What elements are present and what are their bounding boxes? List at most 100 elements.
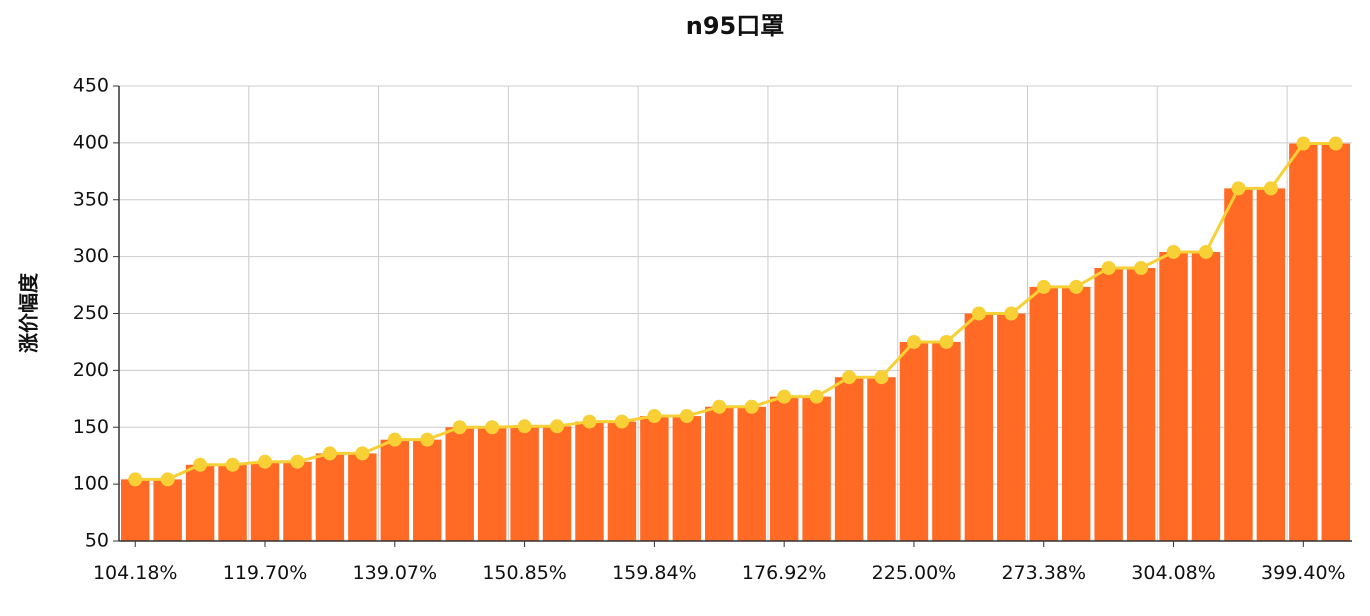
line-point [842,370,857,385]
x-tick-label: 176.92% [742,562,827,584]
bar [997,313,1026,541]
x-tick-label: 104.18% [93,562,178,584]
x-tick-label: 399.40% [1261,562,1346,584]
x-tick-label: 304.08% [1131,562,1216,584]
line-point [1231,181,1246,196]
line-point [712,399,727,414]
bar [121,479,150,541]
bar [1321,143,1350,541]
bar [1256,188,1286,541]
bar [445,427,474,541]
y-axis-title: 涨价幅度 [17,272,41,353]
line-point [485,420,500,435]
y-tick-label: 200 [73,359,109,381]
line-point [614,414,629,429]
bar [185,464,215,541]
line-point [258,454,273,469]
bar [477,427,507,541]
y-tick-label: 450 [73,75,109,97]
x-tick-label: 273.38% [1001,562,1086,584]
line-point [290,454,305,469]
line-point [355,446,370,461]
bar [1126,268,1156,541]
line-point [874,370,889,385]
bar [1061,286,1091,541]
line-point [160,472,175,487]
grid [119,85,1352,542]
bar [380,439,410,541]
series-line [135,142,1336,481]
line-point [128,472,143,487]
y-tick-label: 250 [73,302,109,324]
bar [153,479,182,541]
y-tick-label: 150 [73,416,109,438]
line-point [906,334,921,349]
line-point [517,419,532,434]
y-tick-label: 100 [73,473,109,495]
line-point [193,457,208,472]
bar [1159,251,1188,541]
y-tick-label: 350 [73,188,109,210]
x-tick-label: 119.70% [223,562,308,584]
bar [607,421,637,541]
line-point [1328,136,1343,151]
x-tick-label: 225.00% [872,562,957,584]
line-point [1004,306,1019,321]
line-point [1263,181,1278,196]
bar [413,439,442,541]
line-point [1101,261,1116,275]
bar [834,377,864,541]
bar [315,453,345,541]
bar [1191,251,1221,541]
line-point [939,334,954,349]
y-tick-label: 300 [73,245,109,267]
line-point [647,409,662,424]
line-point [452,420,467,435]
bar [1094,268,1123,541]
line-point [679,409,694,424]
line-point [322,446,337,461]
bar [348,453,377,541]
bar [1029,286,1058,541]
line-point [550,419,565,434]
bar [802,396,831,541]
line-point [1069,279,1084,294]
line-point [809,389,824,404]
bar [899,341,929,541]
bar [575,421,604,541]
bar [510,426,539,541]
line-point [582,414,597,429]
x-tick-label: 159.84% [612,562,697,584]
bar-series [121,143,1350,541]
line-point [1198,244,1213,259]
line-point [1036,279,1051,294]
bar [542,426,572,541]
bar [964,313,994,541]
bar [769,396,799,541]
bar [737,406,766,541]
line-point [1296,136,1311,151]
line-point [1166,244,1181,259]
bar [218,464,247,541]
bar [705,406,734,541]
y-tick-label: 400 [73,131,109,153]
line-point [777,389,792,404]
bar [640,416,669,541]
x-tick-label: 150.85% [482,562,567,584]
bar [283,461,312,541]
bar [672,416,702,541]
line-point [971,306,986,321]
line-series [128,136,1343,487]
line-point [387,432,402,447]
bar [867,377,896,541]
bar [1224,188,1253,541]
bar [932,341,961,541]
line-point [420,432,435,447]
bar [1289,143,1318,541]
chart-title: n95口罩 [685,12,785,40]
bar [250,461,280,541]
x-tick-label: 139.07% [353,562,438,584]
line-point [744,399,759,414]
